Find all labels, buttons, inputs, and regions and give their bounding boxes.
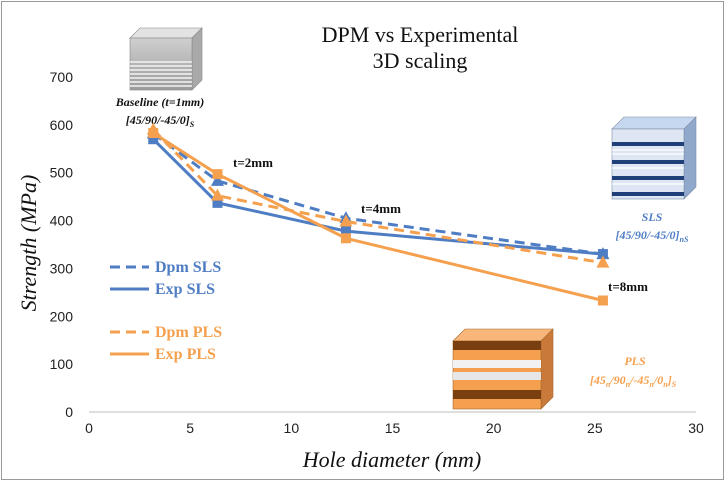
x-axis-label: Hole diameter (mm) [302, 447, 481, 472]
x-tick-label: 30 [688, 420, 704, 436]
data-point [212, 197, 223, 208]
pls-seq-part: /90 [609, 373, 625, 387]
data-point [148, 127, 159, 138]
baseline-sequence-sub: S [190, 120, 195, 129]
x-tick-labels: 0 5 10 15 20 25 30 [85, 420, 704, 436]
pls-seq-sub: n [606, 380, 611, 389]
y-tick-label: 300 [50, 260, 74, 276]
x-tick-label: 10 [284, 420, 300, 436]
baseline-sequence: [45/90/-45/0]S [126, 113, 195, 129]
data-point [597, 249, 608, 260]
pls-sequence: [45n/90n/-45n/0n]S [590, 373, 677, 389]
pls-label: PLS [624, 354, 646, 368]
y-tick-label: 400 [50, 213, 74, 229]
series-line [152, 132, 604, 256]
series-exp-pls [148, 127, 608, 306]
pls-seq-part: [45 [590, 373, 606, 387]
data-point [340, 233, 351, 244]
legend: Dpm SLS Exp SLS Dpm PLS Exp PLS [110, 259, 222, 363]
x-tick-label: 15 [385, 420, 401, 436]
y-axis-label: Strength (MPa) [16, 175, 41, 312]
chart-title-line-2: 3D scaling [373, 48, 468, 73]
pls-seq-sub: n [649, 380, 654, 389]
sls-layup-illustration [611, 116, 697, 200]
legend-label: Dpm SLS [155, 259, 221, 276]
sls-sequence-main: [45/90/-45/0] [616, 228, 680, 242]
series-line [152, 128, 604, 265]
pls-layup-illustration [452, 328, 554, 410]
y-tick-labels: 0 100 200 300 400 500 600 700 [50, 69, 74, 420]
data-point [597, 295, 608, 306]
pls-seq-sub: S [672, 380, 677, 389]
series-line [152, 131, 604, 302]
x-tick-label: 20 [486, 420, 502, 436]
data-point [339, 214, 353, 227]
series-layer [146, 122, 610, 306]
pls-seq-part: /-45 [629, 373, 649, 387]
pls-seq-part: ] [667, 373, 672, 387]
legend-label: Exp SLS [155, 281, 215, 298]
y-tick-label: 700 [50, 69, 74, 85]
x-tick-label: 5 [186, 420, 194, 436]
y-tick-label: 100 [50, 356, 74, 372]
y-tick-label: 500 [50, 165, 74, 181]
data-point [210, 173, 224, 186]
chart-title-line-1: DPM vs Experimental [322, 22, 519, 47]
pls-seq-sub: n [663, 380, 668, 389]
x-tick-label: 0 [85, 420, 93, 436]
sls-label: SLS [642, 210, 663, 224]
x-tick-label: 25 [587, 420, 603, 436]
annotation-t-4mm: t=4mm [361, 201, 401, 216]
data-point [148, 134, 159, 145]
pls-seq-sub: n [626, 380, 631, 389]
data-point [212, 169, 223, 180]
baseline-sequence-main: [45/90/-45/0] [126, 113, 190, 127]
data-point [340, 226, 351, 237]
baseline-layup-illustration [129, 27, 203, 91]
sls-sequence-sub: nS [680, 235, 689, 244]
sls-sequence: [45/90/-45/0]nS [616, 228, 689, 244]
y-tick-label: 600 [50, 117, 74, 133]
pls-seq-part: /0 [653, 373, 663, 387]
legend-label: Exp PLS [155, 346, 216, 363]
y-tick-label: 0 [65, 404, 73, 420]
legend-label: Dpm PLS [155, 324, 222, 341]
y-tick-label: 200 [50, 308, 74, 324]
data-point [210, 188, 224, 201]
annotation-t-2mm: t=2mm [233, 155, 273, 170]
data-point [596, 255, 610, 268]
baseline-label: Baseline (t=1mm) [115, 95, 205, 109]
annotation-t-8mm: t=8mm [608, 279, 648, 294]
